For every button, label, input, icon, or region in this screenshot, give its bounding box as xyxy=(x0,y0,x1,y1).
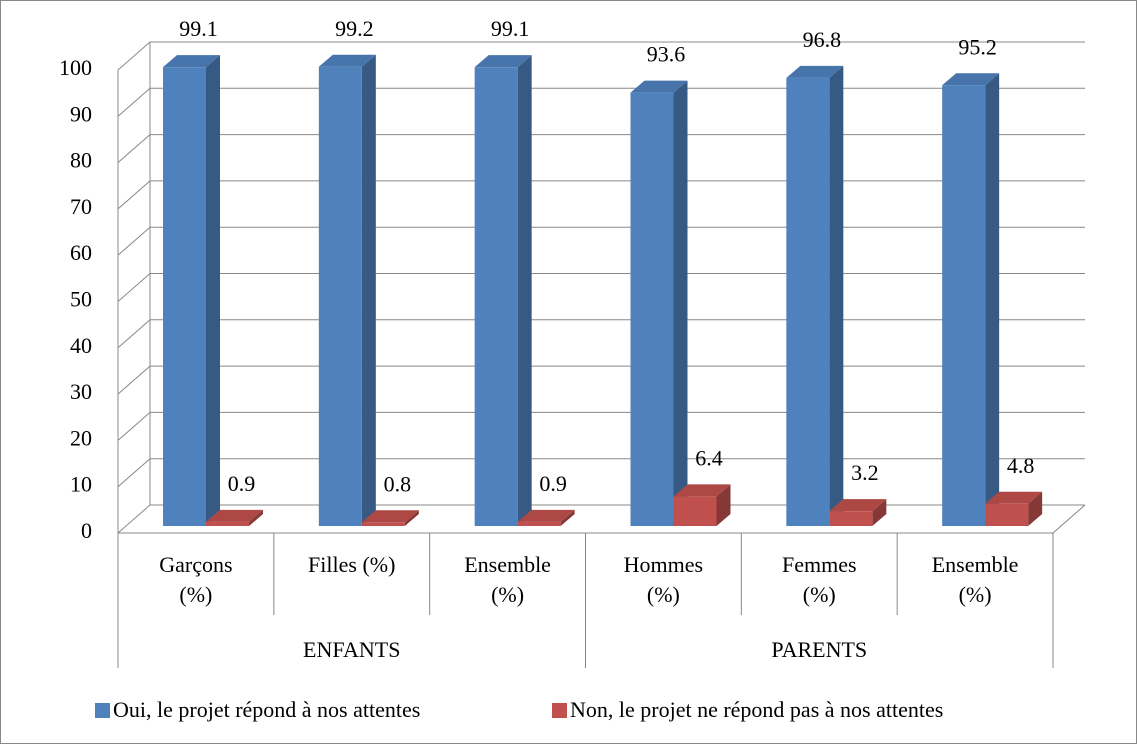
x-tick-label: Ensemble (%) xyxy=(464,552,551,607)
bar-front xyxy=(786,77,830,526)
bar-side xyxy=(206,55,220,527)
grid-line xyxy=(117,319,1085,349)
x-tick-label: Hommes (%) xyxy=(623,552,704,607)
x-tick-label: Filles (%) xyxy=(308,552,396,577)
grid-line xyxy=(117,180,1085,210)
value-label: 99.1 xyxy=(491,16,530,41)
bar xyxy=(361,510,419,526)
grid-line xyxy=(117,411,1085,441)
bar xyxy=(942,73,1000,526)
legend-swatch xyxy=(95,703,110,718)
bar xyxy=(318,54,376,526)
bar-top xyxy=(673,484,731,497)
bar xyxy=(474,55,532,527)
value-label: 0.9 xyxy=(228,471,256,496)
bar-top xyxy=(630,80,688,93)
bar-front xyxy=(163,67,206,527)
grid-line xyxy=(117,134,1085,163)
value-label: 99.2 xyxy=(335,16,374,41)
bar-front xyxy=(942,85,986,526)
y-tick-label: 30 xyxy=(70,379,92,404)
grid-line xyxy=(117,226,1085,256)
bar xyxy=(163,55,220,527)
bar-top xyxy=(942,73,1000,86)
grid-line xyxy=(117,41,1085,71)
bar-side xyxy=(361,54,376,526)
y-tick-label: 80 xyxy=(70,148,92,173)
bar-top xyxy=(474,55,532,68)
value-label: 93.6 xyxy=(647,42,686,67)
grid-line xyxy=(117,87,1085,117)
y-tick-label: 0 xyxy=(81,518,92,543)
y-tick-label: 10 xyxy=(70,472,92,497)
x-tick-label: Femmes (%) xyxy=(781,552,857,607)
value-label: 4.8 xyxy=(1007,453,1035,478)
grid-line xyxy=(117,504,1085,534)
value-label: 99.1 xyxy=(179,16,218,41)
bar xyxy=(630,80,688,526)
bar-side xyxy=(716,484,731,526)
value-label: 3.2 xyxy=(851,460,879,485)
bar-side xyxy=(985,73,1000,526)
y-tick-label: 70 xyxy=(70,194,92,219)
bar-front xyxy=(474,67,518,527)
bar-front xyxy=(985,503,1029,526)
bar-side xyxy=(249,509,263,526)
group-label: PARENTS xyxy=(771,637,867,662)
bar-side xyxy=(872,499,887,526)
bar-front xyxy=(206,521,249,526)
value-label: 96.8 xyxy=(803,27,842,52)
bar-side xyxy=(829,65,844,526)
grid-line xyxy=(117,273,1085,302)
bar-front xyxy=(829,511,873,526)
bar-top xyxy=(206,509,263,522)
bar-side xyxy=(560,509,575,526)
bar-top xyxy=(318,54,376,67)
bar-top xyxy=(829,499,887,512)
bar-side xyxy=(1028,491,1043,526)
value-label: 95.2 xyxy=(958,34,997,59)
y-tick-label: 90 xyxy=(70,101,92,126)
bar-top xyxy=(361,510,419,523)
bar-side xyxy=(673,80,688,526)
bar-front xyxy=(630,92,674,526)
bar xyxy=(673,484,731,526)
bar-front xyxy=(361,522,405,526)
bar-top xyxy=(517,509,575,522)
floor xyxy=(118,504,1086,534)
bar-top xyxy=(985,491,1043,504)
bar-top xyxy=(163,55,220,68)
bar xyxy=(786,65,844,526)
y-tick-label: 60 xyxy=(70,240,92,265)
bar xyxy=(985,491,1043,526)
bar-side xyxy=(517,55,532,527)
legend-label: Non, le projet ne répond pas à nos atten… xyxy=(570,697,943,722)
y-tick-label: 40 xyxy=(70,333,92,358)
value-label: 0.8 xyxy=(384,471,412,496)
x-tick-label: Garçons (%) xyxy=(159,552,233,607)
y-tick-label: 50 xyxy=(70,287,92,312)
y-tick-label: 20 xyxy=(70,425,92,450)
bar-side xyxy=(404,510,419,526)
bar xyxy=(206,509,263,526)
grid-line xyxy=(117,458,1085,488)
x-tick-label: Ensemble (%) xyxy=(931,552,1019,607)
bar-top xyxy=(786,65,844,78)
grid-line xyxy=(117,365,1085,395)
value-label: 0.9 xyxy=(539,471,567,496)
group-label: ENFANTS xyxy=(303,637,400,662)
bar-front xyxy=(673,496,717,526)
bar-front xyxy=(318,66,362,526)
legend-swatch xyxy=(552,703,567,718)
bar-front xyxy=(517,521,561,526)
value-label: 6.4 xyxy=(695,445,723,470)
legend-label: Oui, le projet répond à nos attentes xyxy=(113,697,420,722)
y-tick-label: 100 xyxy=(59,55,92,80)
bar xyxy=(517,509,575,526)
bar xyxy=(829,499,887,526)
